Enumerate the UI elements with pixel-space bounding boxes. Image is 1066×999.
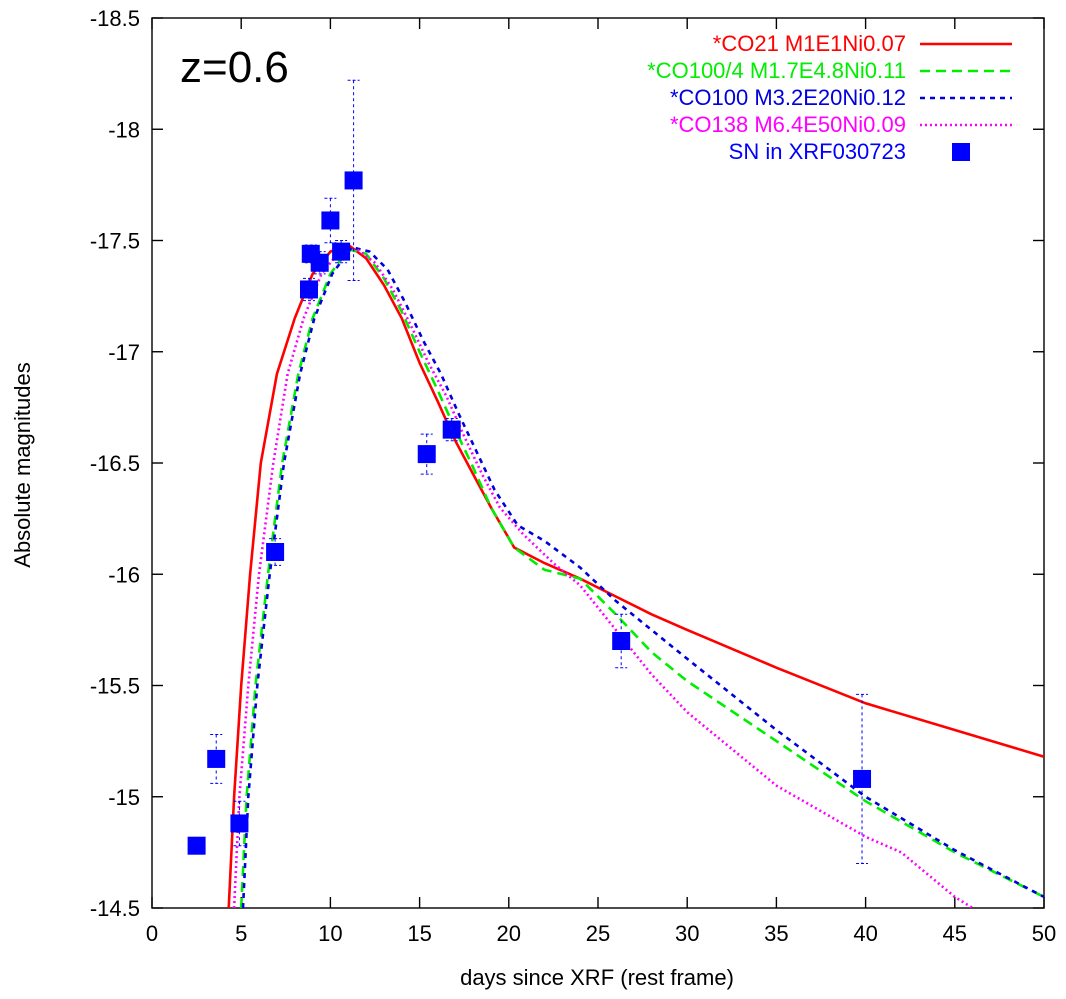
model-curves [227, 243, 1044, 908]
data-point-marker [332, 242, 351, 261]
x-tick-label: 45 [943, 921, 967, 946]
data-point-marker [207, 749, 226, 768]
legend-label: *CO138 M6.4E50Ni0.09 [670, 112, 906, 137]
y-tick-label: -18.5 [90, 6, 140, 31]
data-markers [187, 171, 872, 855]
data-point-marker [299, 280, 318, 299]
y-tick-label: -16.5 [90, 451, 140, 476]
data-point-marker [417, 445, 436, 464]
data-point-marker [187, 836, 206, 855]
x-tick-label: 0 [146, 921, 158, 946]
data-point-marker [321, 211, 340, 230]
y-tick-label: -17 [108, 340, 140, 365]
x-tick-label: 20 [497, 921, 521, 946]
plot-area-frame [151, 17, 1045, 909]
y-axis-label: Absolute magnitudes [10, 362, 35, 567]
y-tick-label: -17.5 [90, 229, 140, 254]
x-tick-label: 10 [318, 921, 342, 946]
legend-label: *CO100/4 M1.7E4.8Ni0.11 [647, 58, 906, 83]
y-tick-label: -18 [108, 117, 140, 142]
model-curve [239, 247, 1044, 908]
x-tick-label: 15 [407, 921, 431, 946]
y-tick-label: -15 [108, 785, 140, 810]
model-curve [227, 243, 1044, 908]
data-point-marker [853, 769, 872, 788]
data-point-marker [344, 171, 363, 190]
x-tick-labels: 0 5 10 15 20 25 30 35 40 45 50 [146, 921, 1056, 946]
x-tick-label: 5 [235, 921, 247, 946]
x-tick-label: 50 [1032, 921, 1056, 946]
data-point-marker [442, 420, 461, 439]
x-tick-label: 35 [764, 921, 788, 946]
axis-ticks [151, 17, 1045, 909]
chart-title: z=0.6 [180, 43, 289, 92]
legend-label: *CO21 M1E1Ni0.07 [713, 31, 906, 56]
legend-marker [952, 143, 970, 161]
data-point-marker [612, 632, 631, 650]
y-tick-label: -15.5 [90, 674, 140, 699]
x-tick-label: 30 [675, 921, 699, 946]
legend-label: *CO100 M3.2E20Ni0.12 [670, 85, 906, 110]
y-tick-label: -16 [108, 562, 140, 587]
error-bars [190, 79, 869, 864]
y-tick-labels: -14.5 -15 -15.5 -16 -16.5 -17 -17.5 -18 -18.5 [90, 6, 140, 921]
data-point-marker [266, 543, 285, 561]
data-point-marker [310, 253, 329, 272]
x-tick-label: 25 [586, 921, 610, 946]
model-curve [241, 245, 1044, 908]
y-tick-label: -14.5 [90, 896, 140, 921]
x-tick-label: 40 [853, 921, 877, 946]
legend-label: SN in XRF030723 [729, 139, 906, 164]
legend: *CO21 M1E1Ni0.07*CO100/4 M1.7E4.8Ni0.11*… [647, 31, 1012, 164]
data-point-marker [230, 814, 249, 833]
x-axis-label: days since XRF (rest frame) [460, 965, 734, 990]
